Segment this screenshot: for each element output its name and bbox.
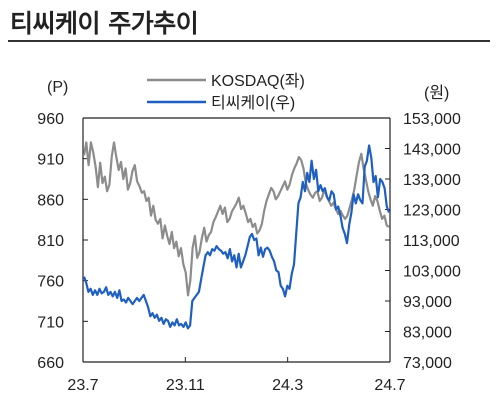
right-axis-ticks: 153,000 143,000 133,000 123,000 113,000 103,0…	[385, 111, 461, 372]
legend-tck-label: 티씨케이(우)	[211, 94, 295, 112]
right-tick-label: 73,000	[403, 355, 452, 372]
right-tick-label: 113,000	[403, 233, 460, 250]
title-underline	[8, 40, 490, 42]
right-tick-label: 93,000	[403, 294, 452, 311]
right-tick-label: 103,000	[403, 264, 461, 281]
left-axis-unit: (P)	[47, 79, 68, 96]
x-axis-ticks: 23.7 23.11 24.3 24.7	[67, 357, 406, 394]
legend-kosdaq-label: KOSDAQ(좌)	[211, 72, 305, 90]
series-layer	[82, 141, 391, 330]
kosdaq-series-line	[82, 141, 390, 297]
chart-title: 티씨케이 주가추이	[10, 9, 199, 38]
left-tick-label: 710	[37, 314, 64, 331]
x-tick-label: 24.7	[374, 377, 405, 394]
right-tick-label: 153,000	[403, 111, 461, 128]
right-tick-label: 133,000	[403, 172, 461, 189]
x-tick-label: 23.11	[166, 377, 205, 394]
left-tick-label: 860	[37, 192, 64, 209]
left-tick-label: 760	[37, 274, 64, 291]
left-tick-label: 960	[37, 111, 64, 128]
right-axis-unit: (원)	[424, 84, 449, 102]
left-tick-label: 660	[37, 355, 64, 372]
left-tick-label: 910	[37, 152, 64, 169]
left-axis-ticks: 960 910 860 810 760 710 660	[37, 111, 88, 372]
right-tick-label: 123,000	[403, 203, 461, 220]
right-tick-label: 143,000	[403, 142, 461, 159]
right-tick-label: 83,000	[403, 325, 452, 342]
tck-series-line	[82, 144, 391, 330]
left-tick-label: 810	[37, 233, 64, 250]
x-tick-label: 23.7	[67, 377, 98, 394]
x-tick-label: 24.3	[272, 377, 303, 394]
